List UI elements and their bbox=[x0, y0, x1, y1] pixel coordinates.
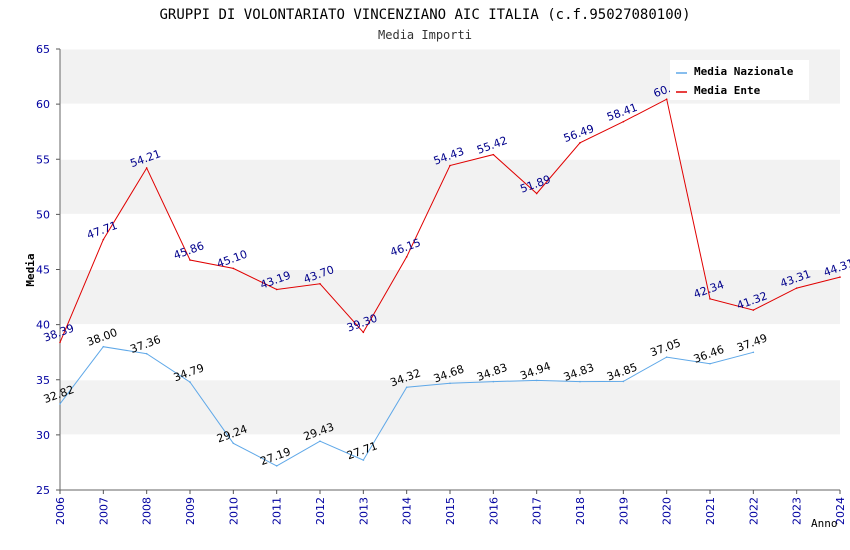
x-tick-label: 2011 bbox=[271, 497, 284, 525]
x-tick-label: 2016 bbox=[487, 497, 500, 525]
x-tick-label: 2024 bbox=[834, 497, 847, 525]
y-tick-label: 55 bbox=[36, 153, 50, 166]
data-point bbox=[579, 380, 581, 383]
y-tick-label: 35 bbox=[36, 374, 50, 387]
x-tick-label: 2023 bbox=[791, 497, 804, 525]
grid-band bbox=[60, 269, 840, 325]
data-point bbox=[665, 356, 668, 358]
data-point bbox=[795, 287, 798, 289]
data-point bbox=[579, 142, 581, 144]
data-point bbox=[145, 352, 148, 355]
data-point bbox=[535, 192, 538, 195]
y-tick-label: 65 bbox=[36, 43, 50, 56]
x-tick-label: 2008 bbox=[141, 497, 154, 525]
grid-bands bbox=[60, 49, 840, 490]
data-point bbox=[622, 380, 625, 383]
data-point bbox=[232, 442, 235, 445]
x-tick-label: 2007 bbox=[97, 497, 110, 525]
x-tick-label: 2010 bbox=[227, 497, 240, 525]
data-point bbox=[709, 298, 711, 300]
x-tick-label: 2022 bbox=[747, 497, 760, 525]
data-point bbox=[319, 440, 321, 442]
data-point bbox=[622, 120, 625, 123]
grid-band bbox=[60, 159, 840, 215]
data-point bbox=[362, 459, 365, 461]
data-point bbox=[275, 465, 278, 467]
x-tick-label: 2021 bbox=[704, 497, 717, 525]
chart-title: GRUPPI DI VOLONTARIATO VINCENZIANO AIC I… bbox=[159, 7, 690, 23]
legend: Media Nazionale Media Ente bbox=[670, 60, 809, 100]
x-tick-label: 2018 bbox=[574, 497, 587, 525]
data-point bbox=[362, 331, 365, 334]
data-point bbox=[189, 259, 191, 261]
y-tick-label: 60 bbox=[36, 98, 50, 111]
data-point bbox=[752, 309, 755, 311]
data-point bbox=[709, 362, 711, 365]
grid-band bbox=[60, 434, 840, 490]
x-tick-label: 2006 bbox=[54, 497, 67, 525]
x-tick-label: 2013 bbox=[357, 497, 370, 525]
data-point bbox=[319, 283, 321, 285]
y-axis-label: Media bbox=[24, 253, 37, 286]
y-tick-label: 25 bbox=[36, 484, 50, 497]
data-point bbox=[59, 402, 61, 405]
data-point bbox=[275, 288, 278, 291]
data-point bbox=[102, 238, 105, 241]
x-tick-label: 2009 bbox=[184, 497, 197, 525]
legend-box bbox=[670, 60, 809, 100]
y-tick-label: 40 bbox=[36, 319, 50, 332]
x-tick-label: 2012 bbox=[314, 497, 327, 525]
data-point bbox=[535, 379, 538, 382]
x-tick-label: 2019 bbox=[617, 497, 630, 525]
data-point bbox=[189, 381, 191, 383]
data-point bbox=[492, 380, 495, 383]
data-point bbox=[839, 276, 841, 278]
grid-band bbox=[60, 379, 840, 435]
data-point bbox=[405, 386, 408, 389]
data-point bbox=[492, 153, 495, 156]
x-tick-label: 2015 bbox=[444, 497, 457, 525]
axes: 25 30 35 40 45 50 55 60 65 2006 2007 2008 2009 2010 20… bbox=[36, 43, 847, 525]
y-tick-label: 45 bbox=[36, 264, 50, 277]
y-tick-label: 50 bbox=[36, 208, 50, 221]
x-tick-label: 2014 bbox=[401, 497, 414, 525]
x-axis-label: Anno bbox=[811, 517, 838, 530]
grid-band bbox=[60, 324, 840, 380]
data-point bbox=[752, 351, 755, 354]
data-point bbox=[405, 256, 408, 258]
data-point bbox=[449, 164, 451, 167]
data-point bbox=[232, 267, 235, 270]
y-tick-label: 30 bbox=[36, 429, 50, 442]
legend-label-ente: Media Ente bbox=[694, 84, 761, 97]
chart-subtitle: Media Importi bbox=[378, 28, 472, 42]
series-lines bbox=[59, 98, 841, 467]
data-point bbox=[145, 167, 148, 169]
data-point bbox=[102, 345, 105, 348]
grid-band bbox=[60, 104, 840, 160]
data-point bbox=[449, 382, 451, 385]
x-tick-label: 2020 bbox=[661, 497, 674, 525]
data-point bbox=[59, 341, 61, 344]
legend-label-nazionale: Media Nazionale bbox=[694, 65, 794, 78]
x-tick-label: 2017 bbox=[531, 497, 544, 525]
data-point bbox=[665, 98, 668, 100]
